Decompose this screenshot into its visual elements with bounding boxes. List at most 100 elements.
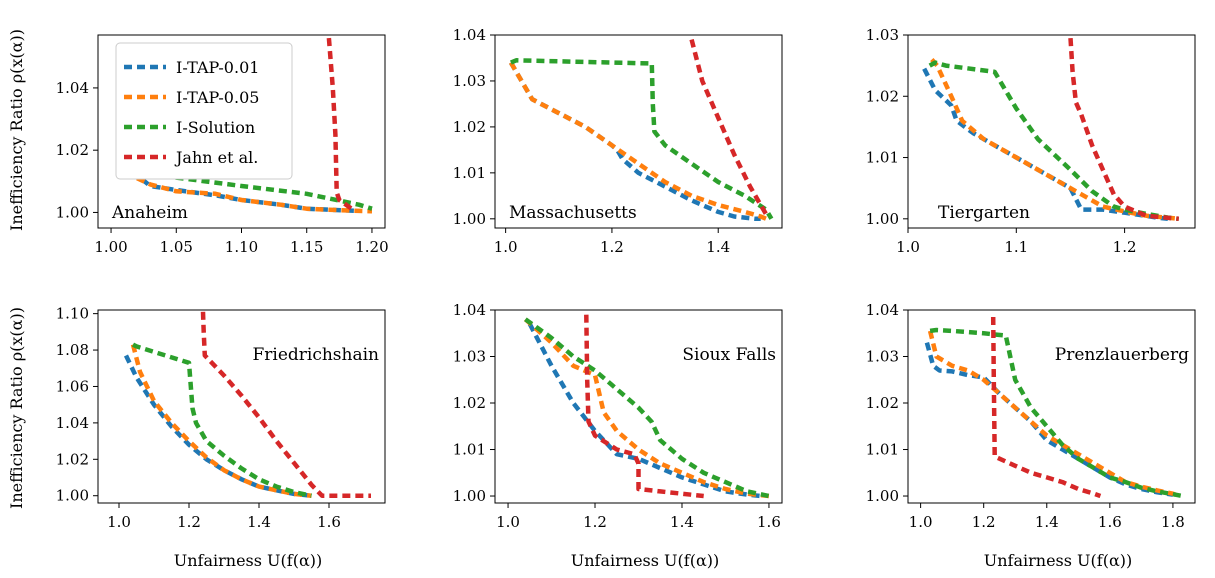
x-tick-label: 1.0 bbox=[496, 513, 520, 531]
y-tick-label: 1.02 bbox=[453, 118, 486, 136]
y-tick-label: 1.01 bbox=[866, 441, 899, 459]
y-tick-label: 1.00 bbox=[453, 210, 486, 228]
legend: I-TAP-0.01 I-TAP-0.05 I-Solution Jahn et al… bbox=[115, 42, 293, 180]
series-line-i-tap-0-01 bbox=[922, 67, 1169, 222]
y-tick-label: 1.06 bbox=[56, 377, 89, 395]
series-line-i-solution bbox=[131, 342, 312, 498]
x-tick-label: 1.0 bbox=[896, 238, 920, 256]
y-tick-label: 1.01 bbox=[453, 441, 486, 459]
x-tick-label: 1.15 bbox=[290, 238, 323, 256]
panel-tiergarten: 1.0 1.1 1.2 1.00 1.01 1.02 1.03 Tiergarten bbox=[866, 26, 1196, 256]
panel-title: Prenzlauerberg bbox=[1055, 345, 1189, 365]
legend-label: I-TAP-0.01 bbox=[176, 58, 259, 77]
series-line-i-tap-0-05 bbox=[927, 330, 1180, 499]
y-tick-label: 1.03 bbox=[453, 72, 486, 90]
y-tick-label: 1.00 bbox=[56, 203, 89, 221]
axes-frame bbox=[907, 34, 1196, 229]
x-tick-label: 1.05 bbox=[160, 238, 193, 256]
y-tick-label: 1.00 bbox=[453, 487, 486, 505]
panel-title: Friedrichshain bbox=[252, 345, 379, 365]
legend-label: I-TAP-0.05 bbox=[176, 88, 259, 107]
y-tick-label: 1.02 bbox=[56, 141, 89, 159]
legend-box bbox=[115, 42, 293, 180]
axes-frame bbox=[494, 34, 783, 229]
panel-anaheim: 1.00 1.05 1.10 1.15 1.20 1.00 1.02 1.04 Anaheim I… bbox=[56, 34, 389, 256]
x-tick-label: 1.8 bbox=[1161, 513, 1185, 531]
series-lines bbox=[523, 314, 770, 499]
series-line-i-solution bbox=[524, 317, 770, 499]
x-tick-label: 1.00 bbox=[94, 238, 127, 256]
x-tick-label: 1.2 bbox=[583, 513, 607, 531]
y-tick-label: 1.00 bbox=[866, 210, 899, 228]
y-tick-label: 1.04 bbox=[866, 301, 899, 319]
panel-prenzlauerberg: 1.0 1.2 1.4 1.6 1.8 1.00 1.01 1.02 1.03 1.04 Prenz… bbox=[866, 301, 1196, 531]
x-tick-label: 1.6 bbox=[1098, 513, 1122, 531]
series-line-i-tap-0-05 bbox=[136, 176, 373, 214]
series-line-jahn-et-al- bbox=[326, 37, 354, 212]
y-tick-label: 1.03 bbox=[866, 26, 899, 44]
y-tick-label: 1.02 bbox=[453, 394, 486, 412]
x-tick-label: 1.1 bbox=[1004, 238, 1028, 256]
x-tick-label: 1.2 bbox=[600, 238, 624, 256]
series-line-i-tap-0-01 bbox=[508, 61, 761, 222]
panel-title: Tiergarten bbox=[938, 203, 1030, 223]
series-line-jahn-et-al- bbox=[200, 311, 371, 498]
x-tick-label: 1.2 bbox=[1113, 238, 1137, 256]
y-tick-label: 1.02 bbox=[56, 450, 89, 468]
x-tick-label: 1.4 bbox=[247, 513, 271, 531]
legend-label: Jahn et al. bbox=[174, 148, 258, 167]
x-tick-label: 1.0 bbox=[107, 513, 131, 531]
series-lines bbox=[924, 316, 1183, 499]
panel-title: Anaheim bbox=[111, 203, 188, 223]
series-line-jahn-et-al- bbox=[1068, 37, 1180, 222]
series-line-jahn-et-al- bbox=[990, 316, 1102, 499]
ylabel-bottom: Inefficiency Ratio ρ(x(α)) bbox=[7, 307, 26, 509]
y-tick-label: 1.02 bbox=[866, 87, 899, 105]
series-line-i-solution bbox=[928, 60, 1180, 222]
x-tick-label: 1.0 bbox=[494, 238, 518, 256]
x-tick-label: 1.0 bbox=[909, 513, 933, 531]
y-tick-label: 1.03 bbox=[866, 348, 899, 366]
x-tick-label: 1.6 bbox=[317, 513, 341, 531]
x-tick-label: 1.2 bbox=[177, 513, 201, 531]
x-tick-label: 1.10 bbox=[225, 238, 258, 256]
series-lines bbox=[123, 311, 371, 498]
y-tick-label: 1.04 bbox=[453, 301, 486, 319]
series-line-i-solution bbox=[929, 327, 1183, 499]
panel-massachusetts: 1.0 1.2 1.4 1.00 1.01 1.02 1.03 1.04 Massachuset… bbox=[453, 26, 783, 256]
panel-title: Massachusetts bbox=[509, 203, 637, 223]
panel-sioux-falls: 1.0 1.2 1.4 1.6 1.00 1.01 1.02 1.03 1.04 Sioux Fa… bbox=[453, 301, 783, 531]
series-line-i-tap-0-01 bbox=[924, 342, 1174, 497]
series-line-i-tap-0-05 bbox=[523, 317, 770, 499]
axes-frame bbox=[97, 309, 386, 504]
panel-friedrichshain: 1.0 1.2 1.4 1.6 1.00 1.02 1.04 1.06 1.08 1.10 Frie… bbox=[56, 305, 386, 531]
y-tick-label: 1.01 bbox=[453, 164, 486, 182]
x-tick-label: 1.2 bbox=[972, 513, 996, 531]
series-lines bbox=[508, 39, 774, 222]
series-line-i-tap-0-05 bbox=[508, 61, 767, 221]
x-tick-label: 1.20 bbox=[355, 238, 388, 256]
y-tick-label: 1.04 bbox=[453, 26, 486, 44]
y-tick-label: 1.00 bbox=[866, 487, 899, 505]
series-line-i-solution bbox=[510, 58, 774, 220]
x-tick-label: 1.4 bbox=[1035, 513, 1059, 531]
y-tick-label: 1.01 bbox=[866, 149, 899, 167]
xlabel-col3: Unfairness U(f(α)) bbox=[984, 551, 1132, 570]
x-tick-label: 1.4 bbox=[670, 513, 694, 531]
series-line-i-tap-0-05 bbox=[930, 58, 1180, 222]
y-tick-label: 1.10 bbox=[56, 305, 89, 323]
y-tick-label: 1.04 bbox=[56, 79, 89, 97]
y-tick-label: 1.03 bbox=[453, 348, 486, 366]
panel-title: Sioux Falls bbox=[682, 345, 776, 365]
y-tick-label: 1.00 bbox=[56, 487, 89, 505]
axes-frame bbox=[494, 309, 783, 504]
ylabel-top: Inefficiency Ratio ρ(x(α)) bbox=[7, 29, 26, 231]
xlabel-col2: Unfairness U(f(α)) bbox=[571, 551, 719, 570]
y-tick-label: 1.02 bbox=[866, 394, 899, 412]
x-tick-label: 1.6 bbox=[757, 513, 781, 531]
xlabel-col1: Unfairness U(f(α)) bbox=[174, 551, 322, 570]
legend-label: I-Solution bbox=[176, 118, 255, 137]
series-line-jahn-et-al- bbox=[689, 39, 769, 216]
chart-panels: 1.00 1.05 1.10 1.15 1.20 1.00 1.02 1.04 Anaheim I… bbox=[56, 26, 1196, 531]
